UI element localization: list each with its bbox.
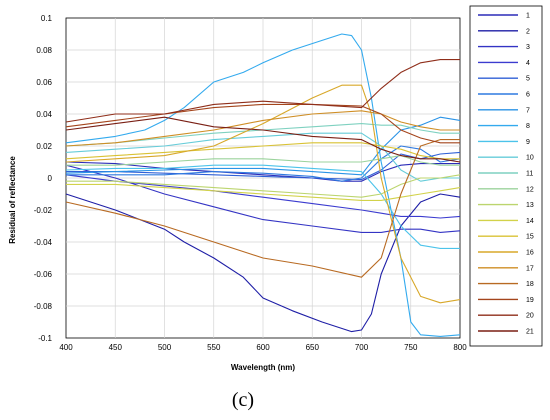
legend-label-6: 6	[526, 92, 530, 99]
series-line-15	[65, 142, 460, 160]
series-line-6	[66, 145, 461, 182]
y-tick-label: 0.02	[36, 142, 52, 151]
y-tick-label: -0.1	[38, 334, 52, 343]
y-tick-label: 0.1	[41, 14, 53, 23]
y-tick-label: 0.06	[36, 78, 52, 87]
legend-label-11: 11	[526, 171, 533, 178]
legend-label-8: 8	[526, 123, 530, 130]
legend-label-7: 7	[526, 107, 530, 114]
x-tick-label: 450	[109, 343, 123, 352]
legend-label-4: 4	[526, 60, 530, 67]
legend-label-21: 21	[526, 329, 534, 336]
legend-label-3: 3	[526, 44, 530, 51]
x-tick-label: 650	[306, 343, 320, 352]
legend-label-9: 9	[526, 139, 530, 146]
series-layer	[65, 33, 461, 337]
x-axis-label: Wavelength (nm)	[231, 363, 295, 372]
legend-label-20: 20	[526, 313, 534, 320]
x-tick-label: 750	[404, 343, 418, 352]
y-axis-ticks: -0.1 -0.08 -0.06 -0.04 -0.02 0 0.02 0.04 0.06 0.0…	[34, 14, 53, 343]
series-line-20	[65, 59, 460, 123]
legend-label-5: 5	[526, 76, 530, 83]
series-line-10	[65, 132, 460, 182]
series-line-4	[65, 174, 461, 219]
y-axis-label: Residual of reflectance	[8, 156, 17, 244]
series-line-11	[65, 123, 460, 147]
legend-label-12: 12	[526, 186, 534, 193]
x-tick-label: 500	[158, 343, 172, 352]
grid	[66, 18, 460, 338]
legend-label-14: 14	[526, 218, 534, 225]
x-axis-ticks: 400 450 500 550 600 650 700 750 800	[59, 343, 467, 352]
legend-label-1: 1	[526, 13, 530, 20]
series-line-3	[65, 164, 461, 233]
legend-label-2: 2	[526, 28, 530, 35]
y-tick-label: -0.04	[34, 238, 53, 247]
series-line-9	[65, 164, 460, 249]
series-line-7	[65, 116, 461, 176]
y-tick-label: -0.06	[34, 270, 53, 279]
x-tick-label: 600	[256, 343, 270, 352]
series-line-13	[66, 174, 461, 198]
legend-label-19: 19	[526, 297, 534, 304]
x-tick-label: 550	[207, 343, 221, 352]
series-line-16	[65, 84, 461, 304]
series-line-17	[65, 110, 460, 147]
figure-caption: (c)	[232, 389, 254, 411]
x-tick-label: 800	[453, 343, 467, 352]
legend-label-15: 15	[526, 234, 534, 241]
series-line-19	[65, 103, 460, 144]
series-line-18	[65, 139, 460, 278]
legend-label-16: 16	[526, 250, 534, 257]
series-line-2	[65, 193, 461, 333]
series-line-21	[65, 116, 461, 163]
legend-label-10: 10	[526, 155, 534, 162]
series-line-12	[66, 155, 460, 166]
x-tick-label: 700	[355, 343, 369, 352]
y-tick-label: 0.08	[36, 46, 52, 55]
y-tick-label: -0.02	[34, 206, 53, 215]
series-line-5	[66, 151, 461, 181]
legend-label-17: 17	[526, 265, 534, 272]
y-tick-label: -0.08	[34, 302, 53, 311]
legend-label-13: 13	[526, 202, 534, 209]
legend-label-18: 18	[526, 281, 534, 288]
x-tick-label: 400	[59, 343, 73, 352]
y-tick-label: 0	[48, 174, 53, 183]
y-tick-label: 0.04	[36, 110, 52, 119]
series-line-14	[66, 183, 461, 201]
